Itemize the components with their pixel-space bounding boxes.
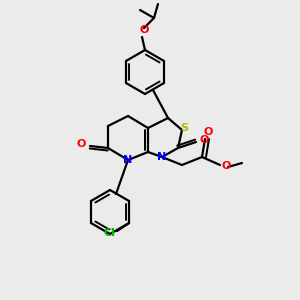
Text: O: O: [200, 135, 209, 145]
Text: O: O: [139, 25, 149, 35]
Text: Cl: Cl: [103, 228, 115, 238]
Text: O: O: [76, 139, 86, 149]
Text: O: O: [222, 161, 231, 171]
Text: S: S: [180, 123, 188, 133]
Text: N: N: [123, 155, 133, 165]
Text: O: O: [203, 127, 213, 137]
Text: N: N: [158, 152, 166, 162]
